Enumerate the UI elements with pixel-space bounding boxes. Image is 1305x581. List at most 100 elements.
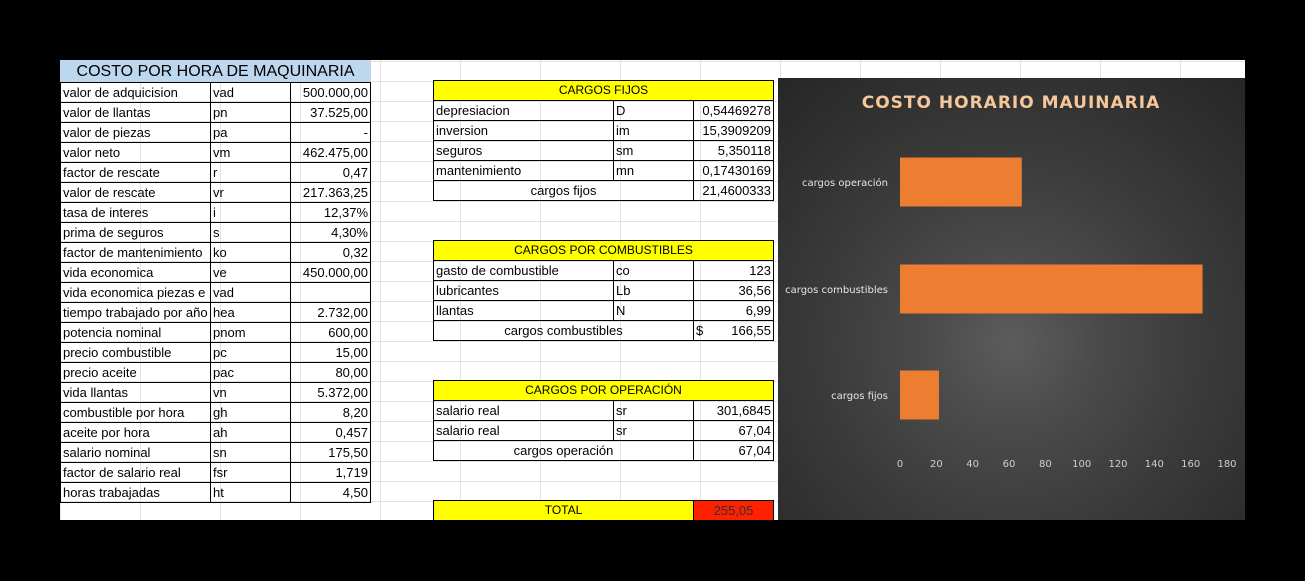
subtotal-value[interactable]: 21,4600333 bbox=[693, 180, 774, 201]
param-code[interactable]: vad bbox=[210, 82, 291, 103]
param-value[interactable]: 12,37% bbox=[290, 202, 371, 223]
total-label[interactable]: TOTAL bbox=[433, 500, 694, 520]
param-label[interactable]: valor de adquicision bbox=[60, 82, 211, 103]
param-value[interactable]: 0,47 bbox=[290, 162, 371, 183]
param-code[interactable]: r bbox=[210, 162, 291, 183]
subtotal-value[interactable]: $166,55 bbox=[693, 320, 774, 341]
param-code[interactable]: pnom bbox=[210, 322, 291, 343]
param-value[interactable]: 1,719 bbox=[290, 462, 371, 483]
charge-value[interactable]: 36,56 bbox=[693, 280, 774, 301]
charge-code[interactable]: D bbox=[613, 100, 694, 121]
param-label[interactable]: valor de piezas bbox=[60, 122, 211, 143]
param-code[interactable]: pa bbox=[210, 122, 291, 143]
param-label[interactable]: valor de rescate bbox=[60, 182, 211, 203]
param-value[interactable]: 217.363,25 bbox=[290, 182, 371, 203]
charge-label[interactable]: llantas bbox=[433, 300, 614, 321]
param-value[interactable]: 175,50 bbox=[290, 442, 371, 463]
charge-value[interactable]: 0,54469278 bbox=[693, 100, 774, 121]
param-value[interactable]: 0,457 bbox=[290, 422, 371, 443]
param-code[interactable]: vr bbox=[210, 182, 291, 203]
param-code[interactable]: vm bbox=[210, 142, 291, 163]
charge-value[interactable]: 15,3909209 bbox=[693, 120, 774, 141]
subtotal-label[interactable]: cargos combustibles bbox=[433, 320, 694, 341]
param-label[interactable]: vida economica bbox=[60, 262, 211, 283]
charge-code[interactable]: sm bbox=[613, 140, 694, 161]
param-label[interactable]: valor neto bbox=[60, 142, 211, 163]
param-value[interactable]: - bbox=[290, 122, 371, 143]
param-value[interactable]: 600,00 bbox=[290, 322, 371, 343]
subtotal-label[interactable]: cargos operación bbox=[433, 440, 694, 461]
charge-value[interactable]: 123 bbox=[693, 260, 774, 281]
spreadsheet-sheet[interactable]: COSTO POR HORA DE MAQUINARIA valor de ad… bbox=[60, 60, 1245, 520]
charge-code[interactable]: Lb bbox=[613, 280, 694, 301]
charge-label[interactable]: lubricantes bbox=[433, 280, 614, 301]
param-value[interactable]: 80,00 bbox=[290, 362, 371, 383]
charge-value[interactable]: 67,04 bbox=[693, 420, 774, 441]
param-label[interactable]: factor de rescate bbox=[60, 162, 211, 183]
param-code[interactable]: i bbox=[210, 202, 291, 223]
charge-label[interactable]: salario real bbox=[433, 400, 614, 421]
param-code[interactable]: pn bbox=[210, 102, 291, 123]
charge-label[interactable]: seguros bbox=[433, 140, 614, 161]
param-code[interactable]: hea bbox=[210, 302, 291, 323]
param-value[interactable]: 0,32 bbox=[290, 242, 371, 263]
charge-code[interactable]: co bbox=[613, 260, 694, 281]
cargos-combustibles-title[interactable]: CARGOS POR COMBUSTIBLES bbox=[433, 240, 774, 261]
param-label[interactable]: aceite por hora bbox=[60, 422, 211, 443]
cargos-operacion-title[interactable]: CARGOS POR OPERACIÓN bbox=[433, 380, 774, 401]
charge-label[interactable]: gasto de combustible bbox=[433, 260, 614, 281]
param-label[interactable]: vida economica piezas e bbox=[60, 282, 211, 303]
charge-value[interactable]: 6,99 bbox=[693, 300, 774, 321]
param-label[interactable]: valor de llantas bbox=[60, 102, 211, 123]
param-value[interactable]: 450.000,00 bbox=[290, 262, 371, 283]
param-code[interactable]: ah bbox=[210, 422, 291, 443]
param-label[interactable]: factor de salario real bbox=[60, 462, 211, 483]
param-value[interactable] bbox=[290, 282, 371, 303]
param-code[interactable]: pac bbox=[210, 362, 291, 383]
charge-value[interactable]: 301,6845 bbox=[693, 400, 774, 421]
param-label[interactable]: prima de seguros bbox=[60, 222, 211, 243]
param-value[interactable]: 37.525,00 bbox=[290, 102, 371, 123]
param-label[interactable]: horas trabajadas bbox=[60, 482, 211, 503]
charge-value[interactable]: 0,17430169 bbox=[693, 160, 774, 181]
param-label[interactable]: vida llantas bbox=[60, 382, 211, 403]
charge-value[interactable]: 5,350118 bbox=[693, 140, 774, 161]
charge-code[interactable]: im bbox=[613, 120, 694, 141]
charge-code[interactable]: N bbox=[613, 300, 694, 321]
param-label[interactable]: precio aceite bbox=[60, 362, 211, 383]
charge-code[interactable]: sr bbox=[613, 420, 694, 441]
param-value[interactable]: 15,00 bbox=[290, 342, 371, 363]
total-value[interactable]: 255,05 bbox=[693, 500, 774, 520]
param-code[interactable]: s bbox=[210, 222, 291, 243]
param-code[interactable]: ve bbox=[210, 262, 291, 283]
param-value[interactable]: 2.732,00 bbox=[290, 302, 371, 323]
param-value[interactable]: 5.372,00 bbox=[290, 382, 371, 403]
param-code[interactable]: fsr bbox=[210, 462, 291, 483]
charge-code[interactable]: sr bbox=[613, 400, 694, 421]
charge-code[interactable]: mn bbox=[613, 160, 694, 181]
cargos-fijos-title[interactable]: CARGOS FIJOS bbox=[433, 80, 774, 101]
subtotal-value[interactable]: 67,04 bbox=[693, 440, 774, 461]
left-table-title[interactable]: COSTO POR HORA DE MAQUINARIA bbox=[60, 60, 371, 83]
charge-label[interactable]: mantenimiento bbox=[433, 160, 614, 181]
param-code[interactable]: pc bbox=[210, 342, 291, 363]
param-code[interactable]: ko bbox=[210, 242, 291, 263]
charge-label[interactable]: salario real bbox=[433, 420, 614, 441]
param-label[interactable]: potencia nominal bbox=[60, 322, 211, 343]
param-code[interactable]: vad bbox=[210, 282, 291, 303]
param-label[interactable]: factor de mantenimiento bbox=[60, 242, 211, 263]
param-label[interactable]: combustible por hora bbox=[60, 402, 211, 423]
param-code[interactable]: gh bbox=[210, 402, 291, 423]
param-value[interactable]: 4,30% bbox=[290, 222, 371, 243]
param-code[interactable]: vn bbox=[210, 382, 291, 403]
costo-horario-chart[interactable]: COSTO HORARIO MAUINARIA cargos operación c… bbox=[778, 78, 1245, 520]
param-label[interactable]: tiempo trabajado por año bbox=[60, 302, 211, 323]
charge-label[interactable]: depresiacion bbox=[433, 100, 614, 121]
param-label[interactable]: precio combustible bbox=[60, 342, 211, 363]
param-value[interactable]: 4,50 bbox=[290, 482, 371, 503]
param-label[interactable]: salario nominal bbox=[60, 442, 211, 463]
param-value[interactable]: 462.475,00 bbox=[290, 142, 371, 163]
param-code[interactable]: sn bbox=[210, 442, 291, 463]
param-label[interactable]: tasa de interes bbox=[60, 202, 211, 223]
param-code[interactable]: ht bbox=[210, 482, 291, 503]
